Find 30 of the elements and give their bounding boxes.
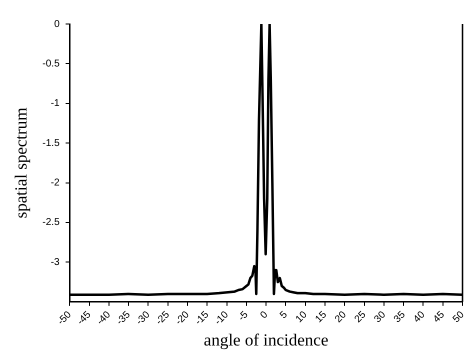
y-axis-title: spatial spectrum	[12, 107, 31, 218]
x-tick-label: -15	[193, 309, 212, 328]
x-tick-label: 5	[278, 309, 290, 322]
y-tick-label: -2	[50, 178, 60, 189]
x-tick-label: 15	[313, 309, 330, 326]
x-tick-label: -50	[56, 309, 74, 328]
x-axis-title: angle of incidence	[204, 330, 328, 350]
x-tick-label: 50	[450, 309, 467, 326]
y-tick-label: -1	[50, 98, 60, 110]
y-tick-label: 0	[54, 18, 60, 30]
x-tick-label: -5	[236, 309, 251, 324]
x-tick-label: -10	[212, 309, 232, 328]
x-tick-label: -45	[75, 309, 94, 328]
x-tick-label: 45	[431, 309, 448, 326]
y-tick-label: -3	[50, 256, 60, 268]
x-tick-label: 10	[294, 309, 310, 326]
x-tick-label: 30	[372, 309, 388, 326]
x-tick-label: -40	[94, 309, 114, 328]
x-tick-label: 35	[392, 309, 408, 326]
x-tick-label: -35	[114, 309, 133, 328]
x-tick-label: 25	[352, 309, 369, 326]
y-tick-label: -2.5	[42, 217, 60, 228]
x-tick-label: 20	[333, 309, 350, 326]
y-tick-label: -1.5	[42, 138, 60, 149]
y-tick-label: -0.5	[42, 58, 60, 70]
x-tick-label: 40	[412, 309, 428, 326]
x-tick-label: 0	[258, 309, 270, 322]
x-tick-label: -20	[174, 309, 192, 328]
x-tick-label: -30	[134, 309, 153, 328]
x-tick-label: -25	[154, 309, 172, 328]
